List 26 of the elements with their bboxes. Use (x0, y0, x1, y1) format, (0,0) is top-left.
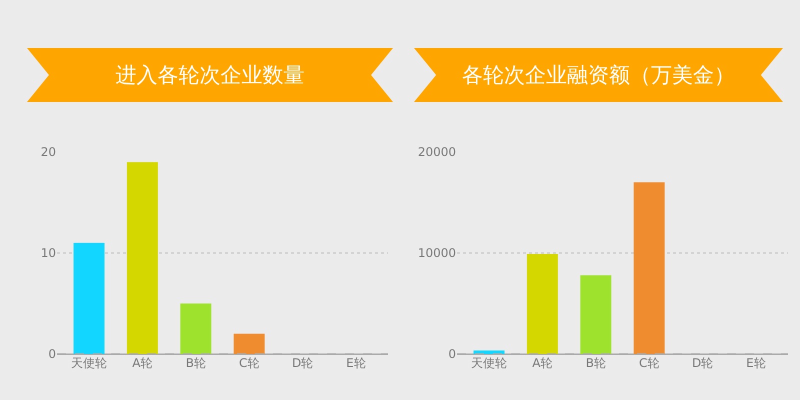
x-tick-label: D轮 (692, 356, 714, 370)
y-tick-label: 20000 (418, 145, 456, 160)
bar (526, 254, 558, 354)
x-tick-label: D轮 (292, 356, 314, 370)
bar (580, 275, 612, 354)
y-tick-label: 0 (448, 347, 456, 362)
bar (634, 182, 665, 354)
x-tick-label: A轮 (532, 356, 553, 370)
x-tick-label: E轮 (746, 356, 766, 370)
x-tick-label: C轮 (238, 356, 260, 370)
bar (126, 162, 158, 354)
y-tick-label: 10000 (418, 246, 456, 260)
y-tick-label: 20 (40, 145, 56, 160)
bar (474, 350, 505, 354)
y-tick-label: 10 (40, 246, 56, 260)
bar (180, 304, 212, 354)
y-tick-label: 0 (48, 347, 56, 362)
x-tick-label: E轮 (346, 356, 366, 370)
x-tick-label: B轮 (186, 356, 206, 370)
x-tick-label: C轮 (638, 356, 660, 370)
bar (74, 242, 105, 354)
bar (234, 334, 265, 354)
x-tick-label: A轮 (132, 356, 153, 370)
x-tick-label: B轮 (586, 356, 606, 370)
x-tick-label: 天使轮 (471, 356, 508, 370)
x-tick-label: 天使轮 (71, 356, 108, 370)
